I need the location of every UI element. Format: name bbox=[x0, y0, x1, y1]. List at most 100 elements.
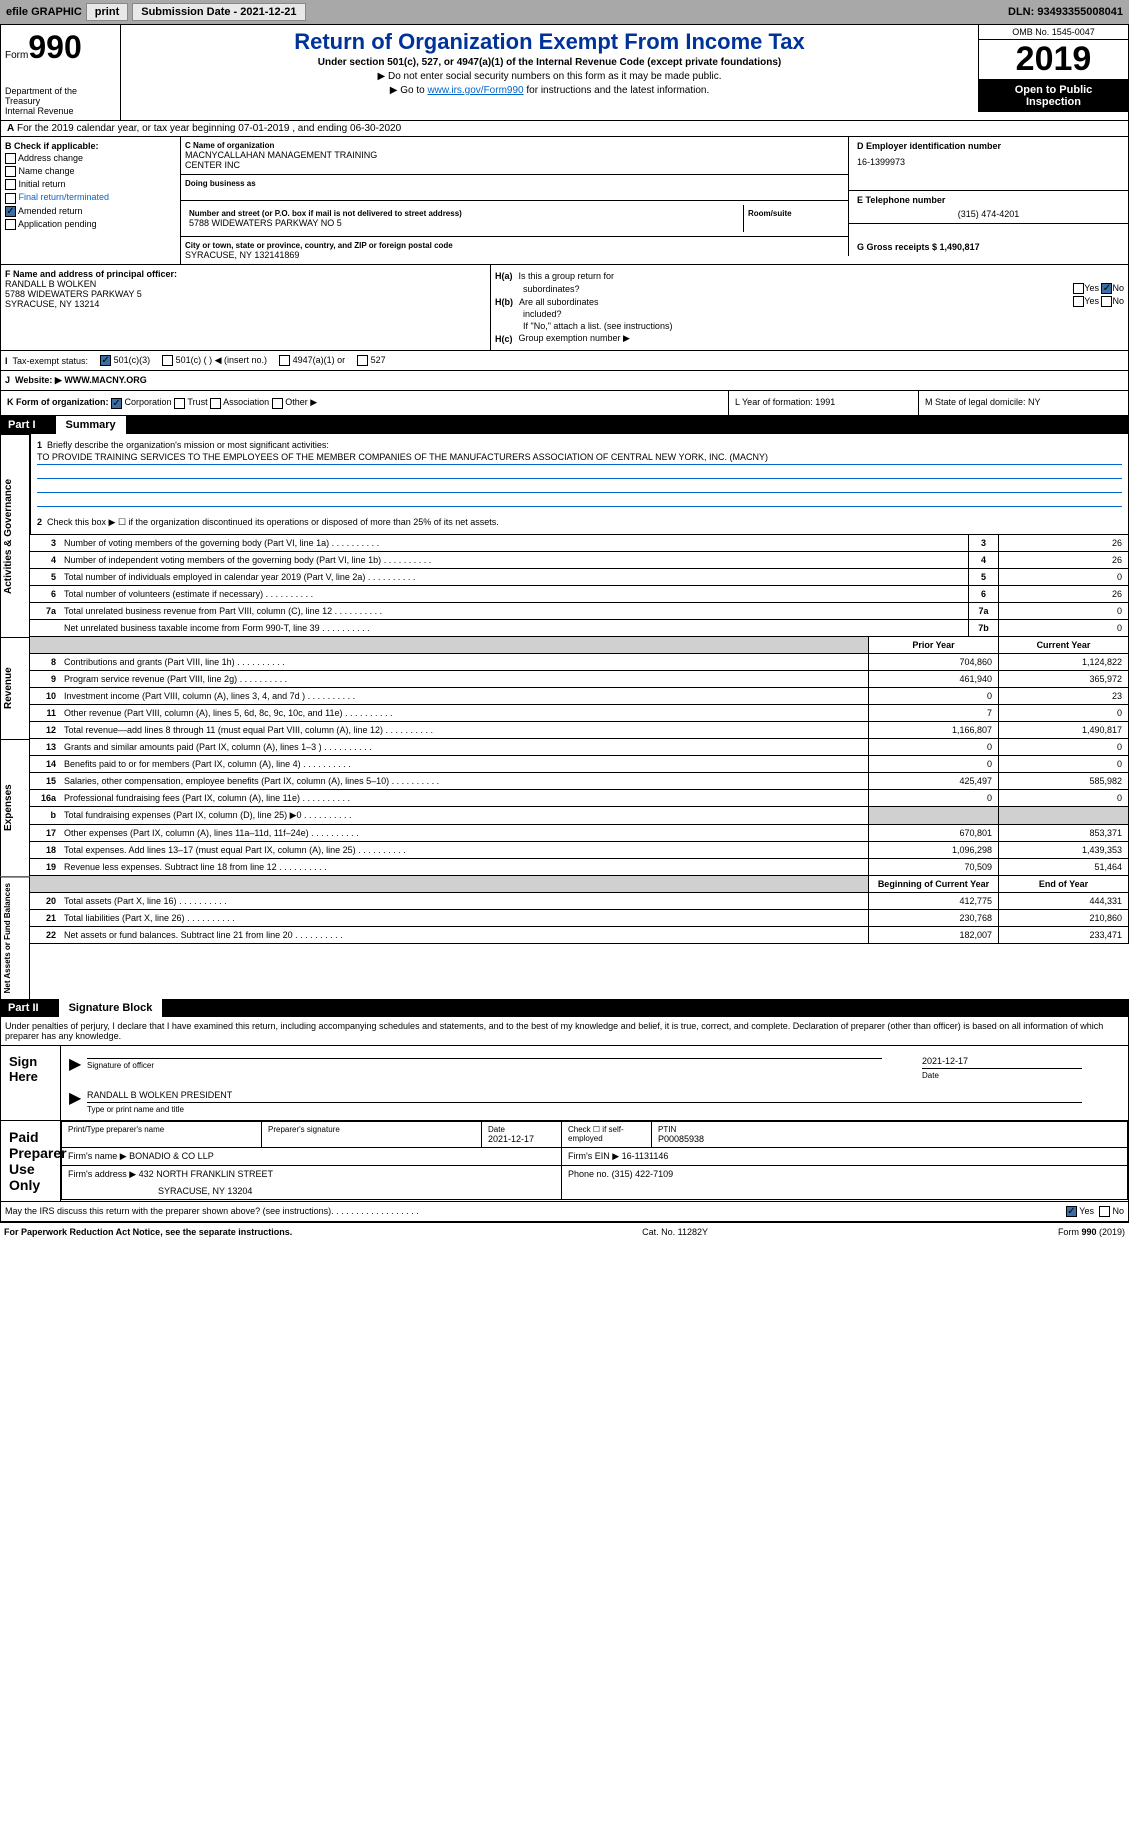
ptin-value: P00085938 bbox=[658, 1134, 1121, 1144]
ein-value: 16-1399973 bbox=[857, 157, 1120, 167]
part1-label: Part I bbox=[8, 419, 56, 431]
officer-name: RANDALL B WOLKEN bbox=[5, 279, 486, 289]
summary-line: 3Number of voting members of the governi… bbox=[30, 535, 1129, 552]
summary-line: 5Total number of individuals employed in… bbox=[30, 569, 1129, 586]
chk-association[interactable] bbox=[210, 398, 221, 409]
vert-revenue: Revenue bbox=[0, 637, 30, 739]
chk-4947[interactable] bbox=[279, 355, 290, 366]
financial-line: 18Total expenses. Add lines 13–17 (must … bbox=[30, 842, 1129, 859]
form-org-label: K Form of organization: bbox=[7, 397, 109, 407]
printed-name-label: Type or print name and title bbox=[87, 1105, 1122, 1114]
checkbox-name-change[interactable] bbox=[5, 166, 16, 177]
chk-501c3[interactable] bbox=[100, 355, 111, 366]
financial-line: 12Total revenue—add lines 8 through 11 (… bbox=[30, 722, 1129, 739]
org-name-label: C Name of organization bbox=[185, 141, 844, 150]
phone-value: (315) 474-4201 bbox=[857, 209, 1120, 219]
hb-no[interactable] bbox=[1101, 296, 1112, 307]
chk-corporation[interactable] bbox=[111, 398, 122, 409]
form-subtitle: Under section 501(c), 527, or 4947(a)(1)… bbox=[131, 57, 968, 68]
chk-other[interactable] bbox=[272, 398, 283, 409]
summary-line: 6Total number of volunteers (estimate if… bbox=[30, 586, 1129, 603]
discuss-label: May the IRS discuss this return with the… bbox=[5, 1206, 331, 1217]
city-state-zip: SYRACUSE, NY 132141869 bbox=[185, 250, 844, 260]
discuss-yes[interactable] bbox=[1066, 1206, 1077, 1217]
footer-right: Form 990 (2019) bbox=[1058, 1227, 1125, 1237]
ha-yes[interactable] bbox=[1073, 283, 1084, 294]
financial-line: bTotal fundraising expenses (Part IX, co… bbox=[30, 807, 1129, 825]
sig-officer-label: Signature of officer bbox=[87, 1061, 922, 1070]
hb-yes[interactable] bbox=[1073, 296, 1084, 307]
form-title: Return of Organization Exempt From Incom… bbox=[131, 29, 968, 55]
dln-label: DLN: 93493355008041 bbox=[1008, 6, 1123, 18]
financial-line: 20Total assets (Part X, line 16)412,7754… bbox=[30, 893, 1129, 910]
firm-addr-2: SYRACUSE, NY 13204 bbox=[158, 1186, 555, 1196]
financial-line: 21Total liabilities (Part X, line 26)230… bbox=[30, 910, 1129, 927]
mission-label: Briefly describe the organization's miss… bbox=[47, 440, 329, 450]
dept-line-1: Department of the bbox=[5, 86, 116, 96]
hb-label: Are all subordinates bbox=[519, 297, 599, 307]
firm-phone-label: Phone no. bbox=[568, 1169, 609, 1179]
firm-addr-1: 432 NORTH FRANKLIN STREET bbox=[139, 1169, 273, 1179]
dept-line-2: Treasury bbox=[5, 96, 116, 106]
col-end: End of Year bbox=[998, 876, 1128, 892]
officer-addr-2: SYRACUSE, NY 13214 bbox=[5, 299, 486, 309]
paid-preparer-label: Paid Preparer Use Only bbox=[1, 1121, 61, 1201]
summary-line: 7aTotal unrelated business revenue from … bbox=[30, 603, 1129, 620]
chk-527[interactable] bbox=[357, 355, 368, 366]
firm-ein: 16-1131146 bbox=[622, 1151, 669, 1161]
sig-arrow-icon: ▶ bbox=[69, 1054, 81, 1074]
financial-line: 17Other expenses (Part IX, column (A), l… bbox=[30, 825, 1129, 842]
note-goto-pre: ▶ Go to bbox=[390, 85, 428, 96]
col-prior: Prior Year bbox=[868, 637, 998, 653]
addr-label: Number and street (or P.O. box if mail i… bbox=[189, 209, 739, 218]
part2-label: Part II bbox=[8, 1002, 59, 1014]
dba-label: Doing business as bbox=[185, 179, 844, 188]
checkbox-amended-return[interactable] bbox=[5, 206, 16, 217]
box-b-header: B Check if applicable: bbox=[5, 141, 176, 151]
firm-ein-label: Firm's EIN ▶ bbox=[568, 1151, 619, 1161]
part1-title: Summary bbox=[56, 416, 126, 434]
checkbox-final-return[interactable] bbox=[5, 193, 16, 204]
officer-label: F Name and address of principal officer: bbox=[5, 269, 486, 279]
form-number: 990 bbox=[28, 29, 81, 65]
financial-line: 11Other revenue (Part VIII, column (A), … bbox=[30, 705, 1129, 722]
tax-year-range: A For the 2019 calendar year, or tax yea… bbox=[0, 121, 1129, 137]
part2-title: Signature Block bbox=[59, 999, 163, 1017]
officer-printed-name: RANDALL B WOLKEN PRESIDENT bbox=[87, 1090, 232, 1100]
q2-text: Check this box ▶ ☐ if the organization d… bbox=[47, 517, 499, 527]
firm-name: BONADIO & CO LLP bbox=[129, 1151, 214, 1161]
footer-mid: Cat. No. 11282Y bbox=[642, 1227, 708, 1237]
chk-501c[interactable] bbox=[162, 355, 173, 366]
phone-label: E Telephone number bbox=[857, 195, 1120, 205]
financial-line: 14Benefits paid to or for members (Part … bbox=[30, 756, 1129, 773]
ha-label-2: subordinates? bbox=[523, 284, 580, 294]
ptin-label: PTIN bbox=[658, 1125, 1121, 1134]
note-privacy: ▶ Do not enter social security numbers o… bbox=[131, 71, 968, 82]
website-label: Website: ▶ bbox=[15, 375, 62, 385]
sig-date: 2021-12-17 bbox=[922, 1054, 1082, 1069]
footer-left: For Paperwork Reduction Act Notice, see … bbox=[4, 1227, 292, 1237]
box-b: B Check if applicable: Address change Na… bbox=[1, 137, 181, 264]
checkbox-address-change[interactable] bbox=[5, 153, 16, 164]
tax-status-label: Tax-exempt status: bbox=[13, 356, 89, 366]
checkbox-application-pending[interactable] bbox=[5, 219, 16, 230]
firm-addr-label: Firm's address ▶ bbox=[68, 1169, 136, 1179]
public-line-2: Inspection bbox=[983, 96, 1124, 108]
dept-line-3: Internal Revenue bbox=[5, 106, 116, 116]
ha-no[interactable] bbox=[1101, 283, 1112, 294]
financial-line: 10Investment income (Part VIII, column (… bbox=[30, 688, 1129, 705]
hc-label: Group exemption number ▶ bbox=[519, 333, 630, 344]
vert-expenses: Expenses bbox=[0, 739, 30, 876]
chk-trust[interactable] bbox=[174, 398, 185, 409]
checkbox-initial-return[interactable] bbox=[5, 179, 16, 190]
form-prefix: Form bbox=[5, 50, 28, 61]
summary-line: Net unrelated business taxable income fr… bbox=[30, 620, 1129, 637]
print-button[interactable]: print bbox=[86, 3, 128, 21]
efile-label: efile GRAPHIC bbox=[6, 6, 82, 18]
org-name-2: CENTER INC bbox=[185, 160, 844, 170]
city-label: City or town, state or province, country… bbox=[185, 241, 844, 250]
irs-link[interactable]: www.irs.gov/Form990 bbox=[427, 85, 523, 96]
financial-line: 16aProfessional fundraising fees (Part I… bbox=[30, 790, 1129, 807]
discuss-no[interactable] bbox=[1099, 1206, 1110, 1217]
declaration: Under penalties of perjury, I declare th… bbox=[0, 1017, 1129, 1046]
